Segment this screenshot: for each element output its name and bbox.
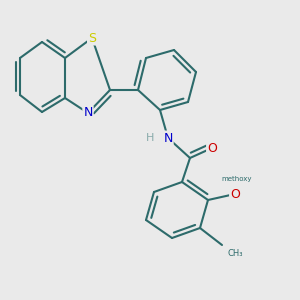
Text: H: H (146, 133, 154, 143)
Text: methoxy: methoxy (222, 176, 252, 182)
Text: CH₃: CH₃ (227, 249, 242, 258)
Text: O: O (230, 188, 240, 200)
Text: N: N (83, 106, 93, 119)
Text: S: S (88, 32, 96, 44)
Text: O: O (207, 142, 217, 154)
Text: N: N (163, 131, 173, 145)
